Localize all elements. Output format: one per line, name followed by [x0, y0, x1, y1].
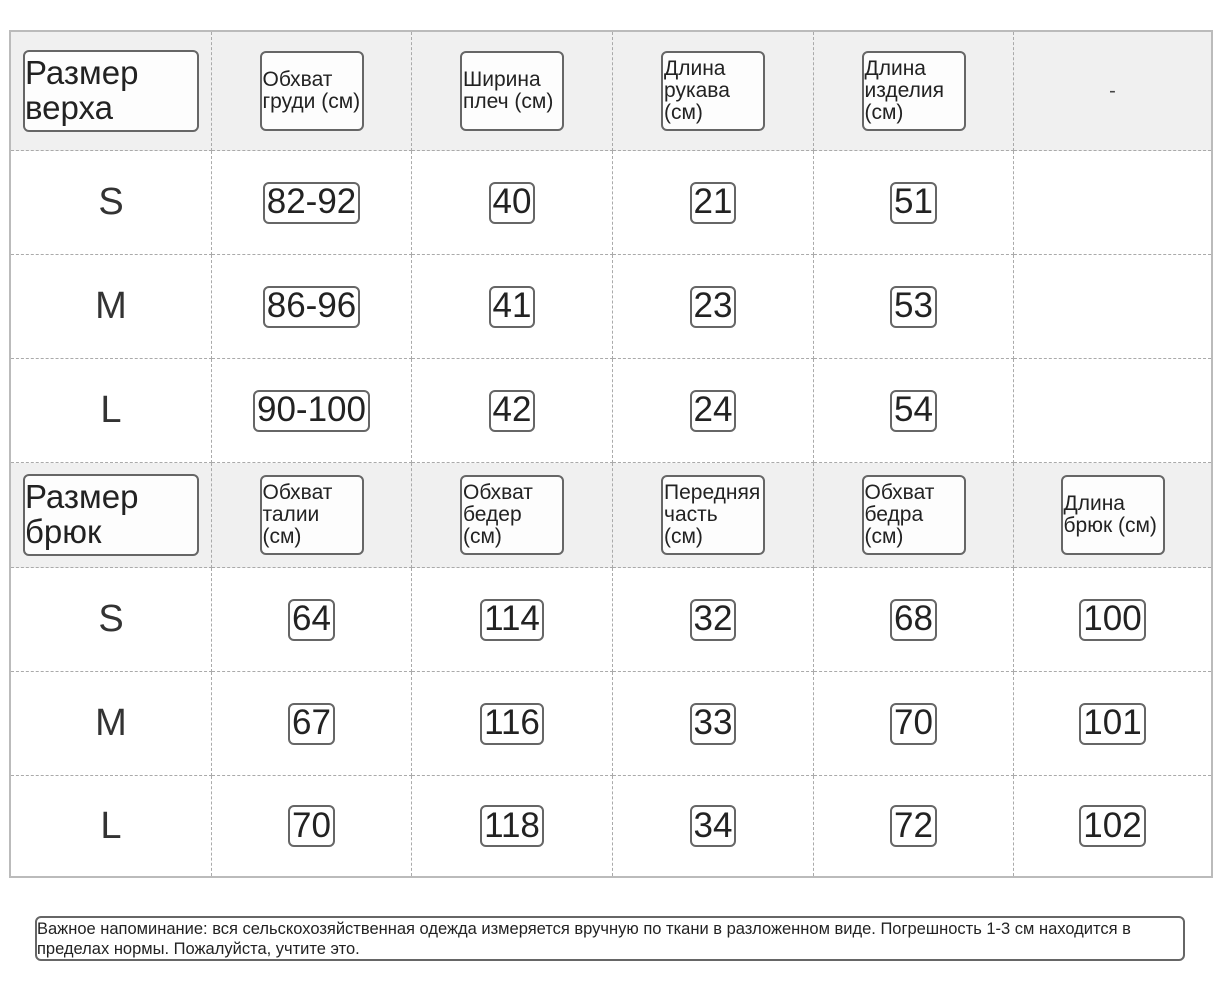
top_table-cell: 24 [613, 359, 814, 463]
measurement-value: 32 [689, 598, 737, 641]
column-header: Размер брюк [23, 474, 199, 556]
bottom_table-cell: 72 [814, 776, 1014, 876]
bottom_table-cell: M [11, 672, 212, 776]
bottom_table-cell: 100 [1014, 568, 1211, 672]
measurement-value: 40 [488, 181, 536, 224]
column-header: Обхват талии (см) [259, 475, 364, 555]
measurement-value: 41 [488, 285, 536, 328]
measurement-value: 114 [480, 598, 544, 641]
measurement-value: 82-92 [262, 181, 361, 224]
measurement-value: 67 [288, 702, 335, 745]
column-header: Ширина плеч (см) [460, 51, 564, 131]
bottom_table-cell: 32 [613, 568, 814, 672]
measurement-value: 24 [689, 389, 737, 432]
column-header: Длина изделия (см) [861, 51, 966, 131]
bottom_table-cell: 67 [212, 672, 412, 776]
bottom_table-header-cell: Обхват бедер (см) [412, 463, 613, 568]
column-header: Длина рукава (см) [661, 51, 765, 131]
bottom_table-header-cell: Длина брюк (см) [1014, 463, 1211, 568]
size-label: L [100, 804, 122, 847]
bottom_table-cell: 34 [613, 776, 814, 876]
measurement-value: 101 [1079, 702, 1146, 745]
top_table-header-cell: Длина рукава (см) [613, 32, 814, 151]
top_table-cell [1014, 151, 1211, 255]
measurement-value: 64 [288, 598, 335, 641]
top_table-cell: L [11, 359, 212, 463]
top_table-cell: 54 [814, 359, 1014, 463]
bottom_table-cell: 114 [412, 568, 613, 672]
measurement-value: 86-96 [262, 285, 361, 328]
column-header: Обхват бедер (см) [460, 475, 564, 555]
column-header: Обхват бедра (см) [861, 475, 966, 555]
measurement-value: 51 [890, 181, 937, 224]
bottom_table-cell: 102 [1014, 776, 1211, 876]
size-label: S [98, 598, 124, 640]
measurement-value: 34 [689, 805, 737, 847]
measurement-value: 42 [488, 389, 536, 432]
bottom_table-cell: 118 [412, 776, 613, 876]
top_table-cell: 53 [814, 255, 1014, 359]
size-chart-table: Размер верха Обхват груди (см) Ширина плеч… [9, 30, 1213, 878]
top_table-cell: 51 [814, 151, 1014, 255]
column-header: - [1109, 79, 1116, 102]
top_table-header-cell: Обхват груди (см) [212, 32, 412, 151]
measurement-value: 23 [689, 285, 737, 328]
size-label: L [100, 389, 122, 431]
bottom_table-header-cell: Обхват бедра (см) [814, 463, 1014, 568]
top_table-cell: 21 [613, 151, 814, 255]
measurement-value: 116 [480, 702, 544, 745]
size-label: S [98, 181, 124, 223]
bottom_table-header-cell: Передняя часть (см) [613, 463, 814, 568]
measurement-value: 33 [689, 702, 737, 745]
top_table-cell: 42 [412, 359, 613, 463]
top_table-header-cell: Ширина плеч (см) [412, 32, 613, 151]
size-label: M [95, 702, 127, 744]
column-header: Длина брюк (см) [1060, 475, 1165, 555]
top_table-cell: 90-100 [212, 359, 412, 463]
top_table-cell: 40 [412, 151, 613, 255]
measurement-value: 68 [890, 598, 937, 641]
measurement-value: 90-100 [253, 389, 370, 432]
measurement-value: 54 [890, 389, 937, 432]
measurement-value: 21 [689, 181, 737, 224]
column-header: Передняя часть (см) [661, 475, 765, 555]
top_table-cell: 86-96 [212, 255, 412, 359]
column-header: Обхват груди (см) [259, 51, 364, 131]
bottom_table-cell: 101 [1014, 672, 1211, 776]
top_table-cell [1014, 359, 1211, 463]
column-header: Размер верха [23, 50, 199, 132]
bottom_table-cell: 68 [814, 568, 1014, 672]
measurement-value: 102 [1079, 805, 1146, 847]
measurement-value: 100 [1079, 598, 1146, 641]
bottom_table-cell: 64 [212, 568, 412, 672]
top_table-header-cell: - [1014, 32, 1211, 151]
top_table-cell: 41 [412, 255, 613, 359]
bottom_table-cell: 70 [212, 776, 412, 876]
top_table-cell [1014, 255, 1211, 359]
size-label: M [95, 285, 127, 327]
bottom_table-cell: L [11, 776, 212, 876]
bottom_table-header-cell: Обхват талии (см) [212, 463, 412, 568]
measurement-value: 118 [480, 805, 544, 847]
bottom_table-cell: 33 [613, 672, 814, 776]
measurement-value: 53 [890, 285, 937, 328]
measurement-value: 70 [890, 702, 937, 745]
top_table-header-cell: Длина изделия (см) [814, 32, 1014, 151]
top_table-cell: 82-92 [212, 151, 412, 255]
bottom_table-cell: S [11, 568, 212, 672]
measurement-note: Важное напоминание: вся сельскохозяйстве… [35, 916, 1185, 961]
top_table-cell: 23 [613, 255, 814, 359]
bottom_table-cell: 70 [814, 672, 1014, 776]
bottom_table-header-cell: Размер брюк [11, 463, 212, 568]
measurement-value: 72 [890, 805, 937, 847]
top_table-cell: M [11, 255, 212, 359]
top_table-header-cell: Размер верха [11, 32, 212, 151]
top_table-cell: S [11, 151, 212, 255]
bottom_table-cell: 116 [412, 672, 613, 776]
measurement-value: 70 [288, 805, 335, 847]
